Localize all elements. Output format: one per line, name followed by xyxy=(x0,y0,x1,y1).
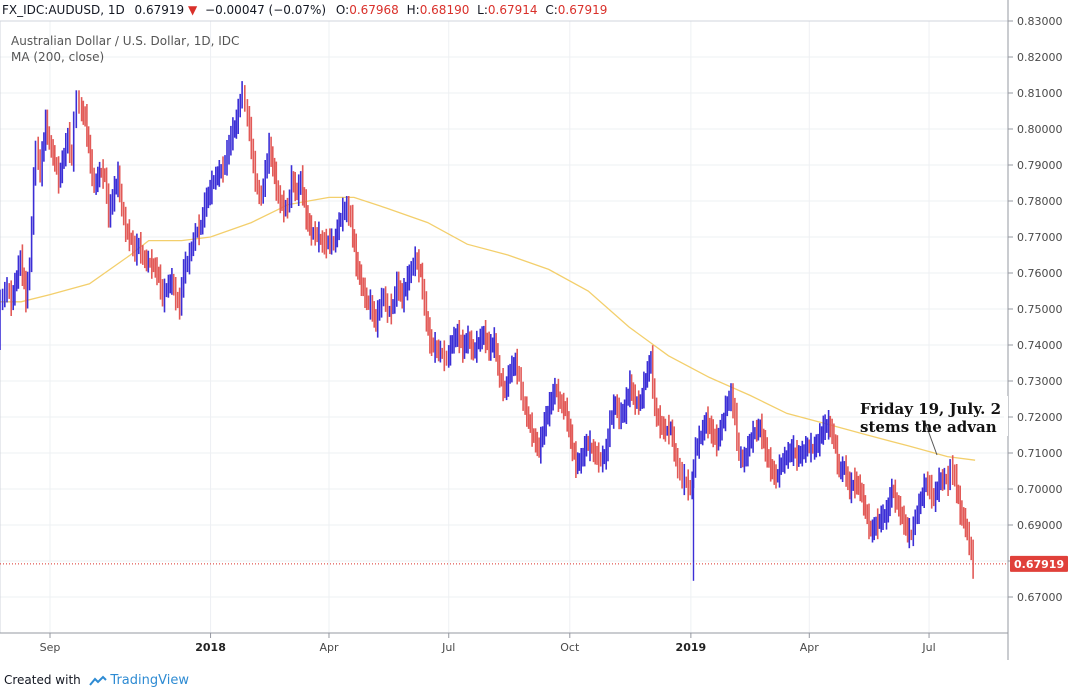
y-tick-label: 0.80000 xyxy=(1017,123,1063,136)
symbol-info-bar: FX_IDC:AUDUSD, 1D 0.67919 ▼ −0.00047 (−0… xyxy=(0,0,1074,24)
last-price-tag-bg xyxy=(1010,555,1068,572)
x-tick-label: 2019 xyxy=(676,641,707,654)
created-with-label: Created with xyxy=(4,673,81,687)
y-tick-label: 0.72000 xyxy=(1017,411,1063,424)
y-tick-label: 0.75000 xyxy=(1017,303,1063,316)
last-price-tag: 0.67919 xyxy=(1014,558,1064,571)
low-value: 0.67914 xyxy=(487,3,538,17)
low-label: L: xyxy=(477,3,488,17)
y-tick-label: 0.73000 xyxy=(1017,375,1063,388)
price-axis[interactable]: 0.83000 0.82000 0.81000 0.80000 0.79000 0.780… xyxy=(1008,15,1063,604)
x-tick-label: Oct xyxy=(560,641,580,654)
y-tick-label: 0.70000 xyxy=(1017,483,1063,496)
close-value: 0.67919 xyxy=(557,3,608,17)
y-tick-label: 0.79000 xyxy=(1017,159,1063,172)
price-label-tag: 0.67919 xyxy=(1010,555,1068,572)
y-tick-label: 0.76000 xyxy=(1017,267,1063,280)
high-value: 0.68190 xyxy=(419,3,470,17)
x-tick-label: Apr xyxy=(800,641,820,654)
annotation-line-1: Friday 19, July. 2 xyxy=(860,400,1001,418)
open-label: O: xyxy=(335,3,350,17)
y-tick-label: 0.78000 xyxy=(1017,195,1063,208)
legend-indicator[interactable]: MA (200, close) xyxy=(11,50,104,64)
change-value: −0.00047 (−0.07%) xyxy=(205,3,327,17)
time-axis[interactable]: Sep 2018 Apr Jul Oct 2019 Apr Jul xyxy=(40,633,936,654)
annotation-pointer xyxy=(924,421,938,456)
y-tick-label: 0.74000 xyxy=(1017,339,1063,352)
y-tick-label: 0.82000 xyxy=(1017,51,1063,64)
y-tick-label: 0.81000 xyxy=(1017,87,1063,100)
x-tick-label: Jul xyxy=(441,641,455,654)
plot-frame xyxy=(0,20,1009,634)
x-tick-label: 2018 xyxy=(195,641,226,654)
last-price-value: 0.67919 xyxy=(134,3,185,17)
y-tick-label: 0.83000 xyxy=(1017,15,1063,28)
y-tick-label: 0.67000 xyxy=(1017,591,1063,604)
annotation-clip xyxy=(1004,396,1008,436)
price-series xyxy=(0,81,974,581)
legend-title: Australian Dollar / U.S. Dollar, 1D, IDC xyxy=(11,34,239,48)
down-arrow-icon: ▼ xyxy=(187,3,198,17)
x-tick-label: Sep xyxy=(40,641,61,654)
y-tick-label: 0.71000 xyxy=(1017,447,1063,460)
footer-credit: Created with TradingView xyxy=(0,668,300,692)
x-tick-label: Jul xyxy=(921,641,935,654)
close-label: C: xyxy=(545,3,558,17)
price-chart[interactable]: 0.83000 0.82000 0.81000 0.80000 0.79000 0.780… xyxy=(0,0,1074,666)
annotation-line-2: stems the advan xyxy=(860,418,997,436)
y-tick-label: 0.69000 xyxy=(1017,519,1063,532)
tradingview-logo-icon[interactable] xyxy=(88,675,107,687)
y-tick-label: 0.77000 xyxy=(1017,231,1063,244)
symbol-label[interactable]: FX_IDC:AUDUSD, 1D xyxy=(2,3,125,17)
open-value: 0.67968 xyxy=(349,3,399,17)
tradingview-brand[interactable]: TradingView xyxy=(110,673,189,688)
x-tick-label: Apr xyxy=(319,641,339,654)
high-label: H: xyxy=(406,3,420,17)
grid-lines xyxy=(0,20,1008,633)
